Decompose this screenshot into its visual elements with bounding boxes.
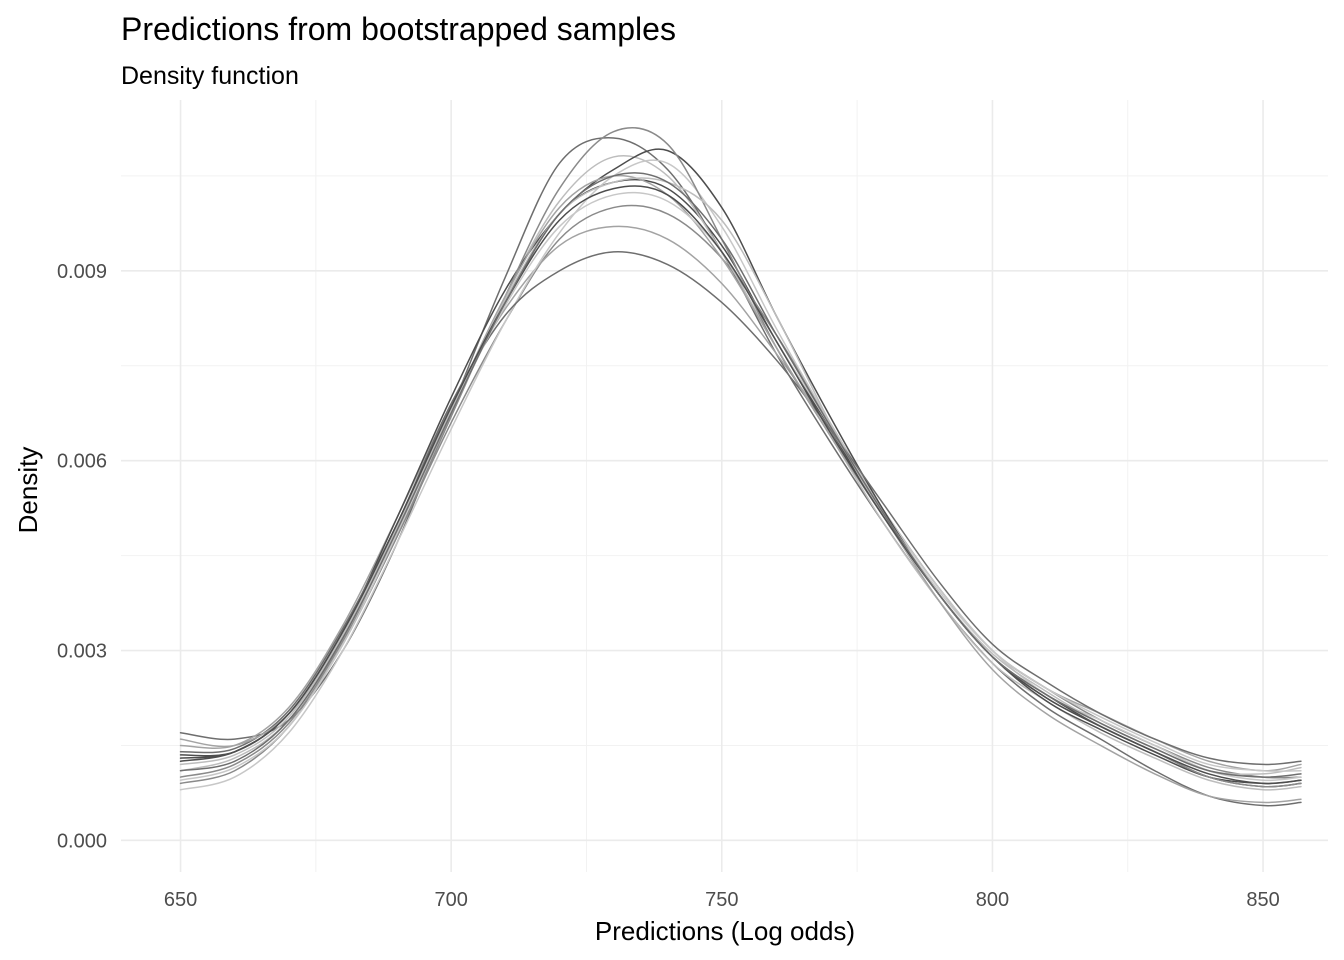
density-line-4	[179, 225, 1302, 772]
density-line-8	[179, 251, 1302, 766]
density-line-9	[179, 126, 1302, 788]
x-tick-label: 850	[1246, 889, 1279, 911]
density-series	[179, 126, 1302, 807]
y-axis-ticks: 0.000 0.003 0.006 0.009	[57, 261, 107, 853]
density-line-7	[179, 148, 1302, 785]
y-tick-label: 0.003	[57, 641, 107, 663]
chart-title: Predictions from bootstrapped samples	[121, 11, 676, 47]
y-tick-label: 0.009	[57, 261, 107, 283]
x-axis-label: Predictions (Log odds)	[595, 916, 855, 946]
major-gridlines	[121, 100, 1328, 872]
density-line-6	[179, 159, 1302, 791]
minor-gridlines	[121, 100, 1328, 872]
chart-subtitle: Density function	[121, 62, 299, 90]
y-axis-label: Density	[13, 447, 43, 534]
density-line-13	[179, 185, 1302, 785]
y-tick-label: 0.006	[57, 451, 107, 473]
y-tick-label: 0.000	[57, 830, 107, 852]
density-line-14	[179, 172, 1302, 778]
density-line-3	[179, 204, 1302, 785]
density-line-5	[179, 155, 1302, 791]
x-tick-label: 750	[705, 889, 738, 911]
x-tick-label: 800	[976, 889, 1009, 911]
density-line-11	[179, 177, 1302, 776]
x-tick-label: 650	[164, 889, 197, 911]
density-line-2	[179, 137, 1302, 807]
x-tick-label: 700	[434, 889, 467, 911]
x-axis-ticks: 650 700 750 800 850	[164, 889, 1280, 911]
